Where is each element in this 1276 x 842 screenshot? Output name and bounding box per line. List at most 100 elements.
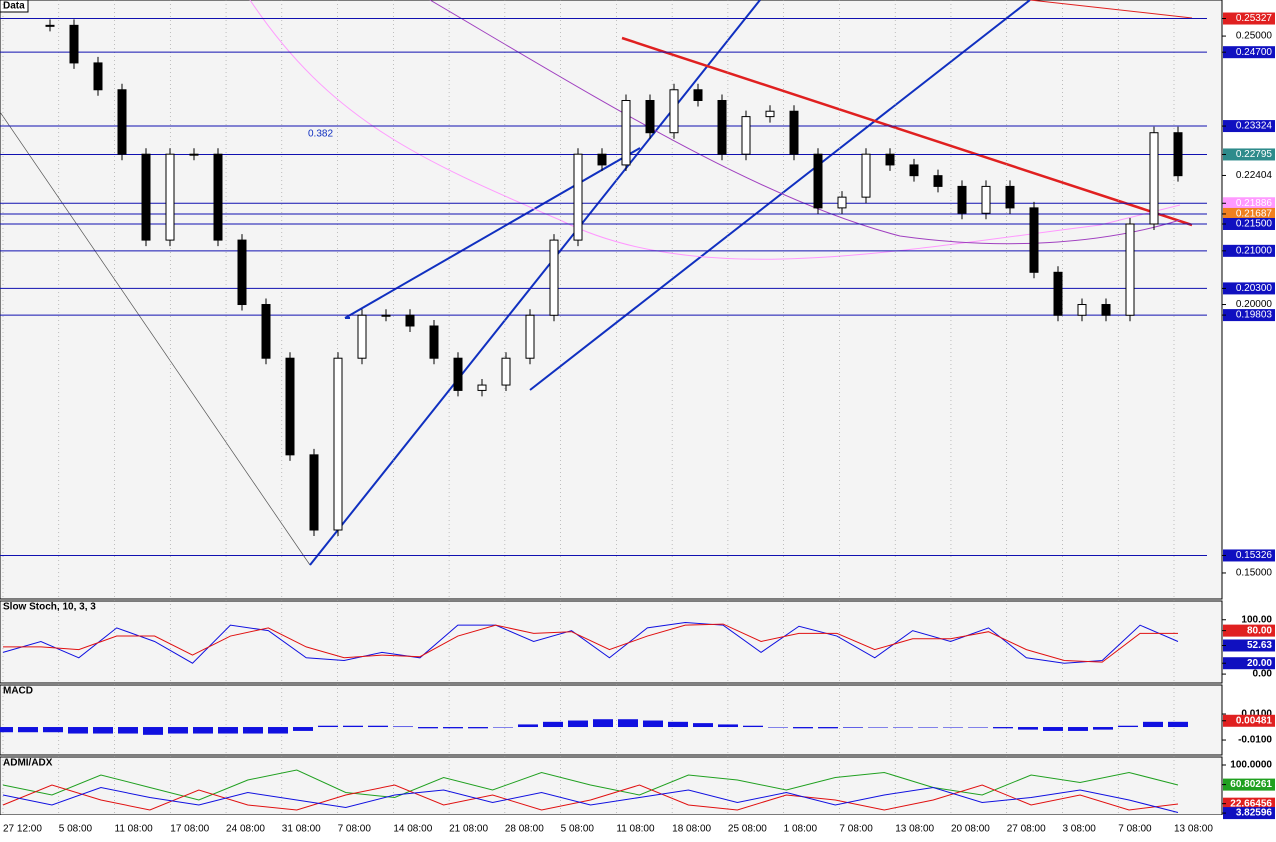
- candle: [189, 153, 199, 156]
- indicator-line: [2, 769, 1179, 801]
- tick-label: 52.63: [1247, 640, 1272, 651]
- candle: [477, 384, 487, 391]
- price-label: 0.21687: [1236, 209, 1273, 220]
- value-tag: [1223, 624, 1275, 637]
- macd-bar: [68, 727, 88, 734]
- candle: [861, 153, 871, 198]
- macd-bar: [1143, 721, 1163, 728]
- macd-bar: [768, 727, 788, 728]
- macd-bar: [868, 727, 888, 728]
- candle: [1101, 304, 1111, 316]
- x-tick-label: 31 08:00: [282, 824, 321, 835]
- macd-bar: [218, 727, 238, 734]
- price-label: 0.24700: [1236, 47, 1273, 58]
- candle: [141, 153, 151, 241]
- price-label: 0.21886: [1236, 198, 1273, 209]
- candle: [933, 175, 943, 187]
- value-tag: [1223, 797, 1275, 810]
- price-tag: [1223, 46, 1275, 59]
- candle: [117, 89, 127, 155]
- tick-label: 0.0100: [1241, 709, 1272, 720]
- tick-label: 22.66456: [1230, 798, 1272, 809]
- macd-bar: [793, 727, 813, 729]
- price-label: 0.25000: [1236, 31, 1273, 42]
- x-tick-label: 27 12:00: [3, 824, 42, 835]
- fib-label: 0.382: [308, 129, 333, 140]
- price-label: 0.20300: [1236, 283, 1273, 294]
- price-tag: [1223, 207, 1275, 220]
- macd-bar: [293, 727, 313, 731]
- x-tick-label: 5 08:00: [59, 824, 93, 835]
- x-tick-label: 27 08:00: [1007, 824, 1046, 835]
- macd-bar: [93, 727, 113, 734]
- macd-bar: [668, 721, 688, 728]
- candle: [693, 89, 703, 102]
- tick-label: -0.0100: [1238, 735, 1272, 746]
- macd-bar: [168, 727, 188, 734]
- value-tag: [1223, 639, 1275, 652]
- x-tick-label: 18 08:00: [672, 824, 711, 835]
- x-tick-label: 25 08:00: [728, 824, 767, 835]
- price-label: 0.22795: [1236, 149, 1273, 160]
- price-label: 0.19803: [1236, 310, 1273, 321]
- macd-bar: [943, 727, 963, 728]
- candle: [309, 454, 319, 531]
- macd-bar: [318, 725, 338, 728]
- x-tick-label: 7 08:00: [338, 824, 372, 835]
- macd-bar: [1093, 727, 1113, 730]
- indicator-line: [3, 623, 1178, 663]
- candle: [525, 314, 535, 359]
- macd-bar: [493, 727, 513, 728]
- x-tick-label: 13 08:00: [895, 824, 934, 835]
- candle: [621, 100, 631, 166]
- macd-bar: [343, 725, 363, 728]
- x-tick-label: 24 08:00: [226, 824, 265, 835]
- price-tag: [1223, 197, 1275, 210]
- price-label: 0.22404: [1236, 170, 1273, 181]
- x-tick-label: 20 08:00: [951, 824, 990, 835]
- macd-bar: [918, 727, 938, 728]
- title-box: [0, 0, 29, 13]
- candle: [1125, 223, 1135, 316]
- indicator-line: [2, 784, 1179, 811]
- macd-bar: [268, 727, 288, 734]
- macd-bar: [843, 727, 863, 728]
- price-label: 0.20000: [1236, 299, 1273, 310]
- candle: [885, 153, 895, 166]
- candle: [741, 116, 751, 155]
- x-tick-label: 21 08:00: [449, 824, 488, 835]
- price-tag: [1223, 549, 1275, 562]
- macd-bar: [118, 727, 138, 734]
- macd-bar: [143, 727, 163, 735]
- candle: [597, 153, 607, 166]
- tick-label: 80.00: [1247, 625, 1272, 636]
- tick-label: 100.00: [1241, 614, 1272, 625]
- candle: [333, 357, 343, 531]
- price-tag: [1223, 309, 1275, 322]
- candle: [1029, 207, 1039, 273]
- x-tick-label: 11 08:00: [616, 824, 655, 835]
- candle: [165, 153, 175, 241]
- candle: [357, 314, 367, 359]
- tick-label: 3.82596: [1236, 808, 1273, 819]
- x-tick-label: 28 08:00: [505, 824, 544, 835]
- macd-bar: [18, 727, 38, 733]
- candle: [429, 325, 439, 359]
- price-label: 0.21000: [1236, 245, 1273, 256]
- tick-label: 0.00481: [1236, 715, 1273, 726]
- macd-bar: [593, 719, 613, 728]
- macd-bar: [518, 724, 538, 728]
- panel-title: Slow Stoch, 10, 3, 3: [3, 602, 96, 613]
- x-tick-label: 11 08:00: [115, 824, 154, 835]
- macd-bar: [1068, 727, 1088, 731]
- price-label: 0.15000: [1236, 568, 1273, 579]
- candle: [1173, 132, 1183, 177]
- tick-label: 0.00: [1253, 669, 1273, 680]
- x-tick-label: 13 08:00: [1174, 824, 1213, 835]
- macd-bar: [468, 727, 488, 729]
- candle: [237, 239, 247, 306]
- candle: [717, 100, 727, 155]
- value-tag: [1223, 807, 1275, 820]
- stoch-panel: [0, 600, 1223, 684]
